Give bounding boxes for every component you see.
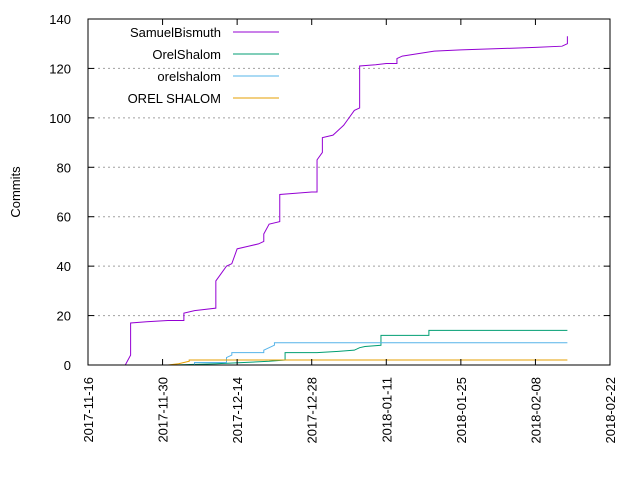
y-tick-label: 80 bbox=[57, 160, 71, 175]
legend-label: orelshalom bbox=[157, 69, 221, 84]
x-tick-label: 2018-02-08 bbox=[528, 377, 543, 444]
legend-label: OREL SHALOM bbox=[128, 91, 221, 106]
legend-label: OrelShalom bbox=[152, 47, 221, 62]
series-line-0 bbox=[124, 36, 568, 366]
x-tick-label: 2017-11-30 bbox=[156, 377, 171, 443]
y-tick-label: 60 bbox=[57, 210, 71, 225]
y-tick-label: 0 bbox=[64, 358, 71, 373]
x-tick-label: 2018-01-25 bbox=[454, 377, 469, 444]
x-tick-label: 2017-12-28 bbox=[305, 377, 320, 444]
series-lines bbox=[124, 36, 568, 366]
series-line-1 bbox=[173, 329, 568, 366]
x-tick-label: 2018-02-22 bbox=[603, 377, 618, 444]
x-tick-label: 2017-12-14 bbox=[230, 377, 245, 444]
plot-border bbox=[87, 18, 611, 366]
legend: SamuelBismuth OrelShalom orelshalom OREL SH… bbox=[128, 25, 279, 106]
y-axis-label: Commits bbox=[8, 166, 23, 218]
y-tick-label: 100 bbox=[49, 111, 71, 126]
legend-label: SamuelBismuth bbox=[130, 25, 221, 40]
axis-ticks: 0 20 40 60 80 100 120 140 2017-11-16 2017-11-30 20… bbox=[49, 12, 618, 444]
x-tick-label: 2018-01-11 bbox=[379, 377, 394, 443]
y-tick-label: 120 bbox=[49, 61, 71, 76]
x-tick-label: 2017-11-16 bbox=[81, 377, 96, 443]
series-line-2 bbox=[194, 342, 568, 365]
series-line-3 bbox=[167, 359, 568, 366]
y-tick-label: 140 bbox=[49, 12, 71, 27]
y-tick-label: 20 bbox=[57, 309, 71, 324]
y-tick-label: 40 bbox=[57, 259, 71, 274]
